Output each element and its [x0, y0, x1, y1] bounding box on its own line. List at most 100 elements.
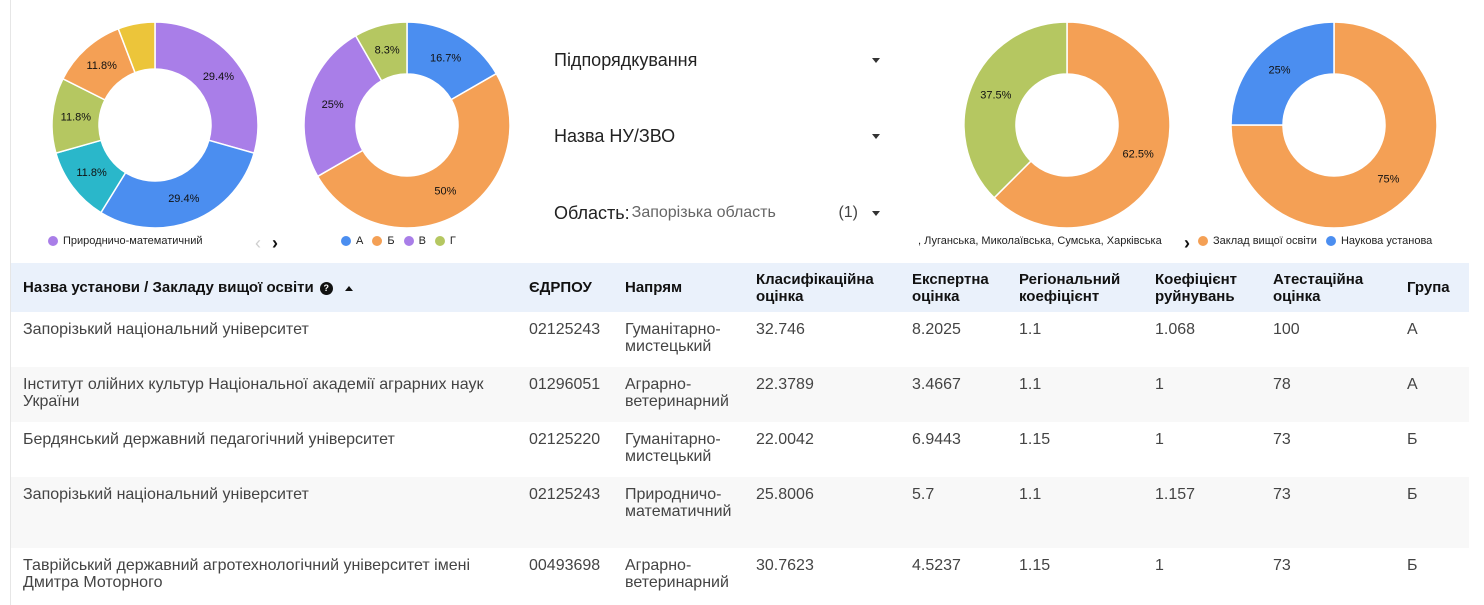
cell-destruction: 1: [1155, 431, 1164, 448]
cell-attest: 73: [1273, 431, 1291, 448]
cell-edrpou: 00493698: [529, 557, 601, 574]
legend-label: Заклад вищої освіти: [1213, 235, 1317, 247]
donut-slice-1[interactable]: [963, 21, 1068, 199]
legend-next-icon[interactable]: ›: [272, 233, 278, 253]
institution-name-filter[interactable]: Назва НУ/ЗВО: [554, 121, 884, 151]
filter-label: Назва НУ/ЗВО: [554, 125, 676, 146]
donut-slice-0[interactable]: [1230, 21, 1438, 229]
type-donut-chart[interactable]: 75% 25%: [1230, 21, 1438, 229]
donut-svg: 62.5% 37.5%: [963, 21, 1171, 229]
donut-slice-2[interactable]: [303, 34, 383, 178]
header-group[interactable]: Група: [1395, 263, 1469, 312]
cell-group: Б: [1407, 431, 1418, 448]
cell-name: Інститут олійних культур Національної ак…: [11, 367, 517, 422]
legend-label: , Луганська, Миколаївська, Сумська, Харк…: [918, 235, 1162, 247]
header-name-label: Назва установи / Закладу вищої освіти: [23, 279, 314, 296]
cell-class-score: 25.8006: [744, 477, 900, 548]
region-filter[interactable]: Область: Запорізька область (1): [554, 198, 884, 228]
table-row[interactable]: Таврійський державний агротехнологічний …: [11, 548, 1469, 603]
slice-data-label: 62.5%: [1123, 148, 1154, 160]
cell-edrpou: 02125243: [529, 321, 601, 338]
table-row[interactable]: Інститут олійних культур Національної ак…: [11, 367, 1469, 422]
subordination-filter[interactable]: Підпорядкування: [554, 45, 884, 75]
cell-expert-score: 5.7: [900, 477, 1007, 548]
legend-item-university[interactable]: Заклад вищої освіти: [1198, 235, 1317, 247]
header-expert-score[interactable]: Експертна оцінка: [900, 263, 1007, 312]
cell-regional: 1.15: [1019, 557, 1051, 574]
header-name[interactable]: Назва установи / Закладу вищої освіти?: [11, 263, 517, 312]
table-row[interactable]: Бердянський державний педагогічний уніве…: [11, 422, 1469, 477]
cell-group: А: [1395, 367, 1469, 422]
cell-group: Б: [1407, 557, 1418, 574]
header-regional-coefficient[interactable]: Регіональний коефіцієнт: [1007, 263, 1143, 312]
table-row[interactable]: Запорізький національний університет 021…: [11, 477, 1469, 548]
slice-data-label: 11.8%: [76, 167, 107, 179]
legend-label: Наукова установа: [1340, 235, 1433, 247]
legend-item-b[interactable]: Б: [372, 235, 395, 247]
cell-edrpou: 02125220: [529, 431, 601, 448]
cell-name: Запорізький національний університет: [11, 477, 517, 548]
sort-ascending-icon[interactable]: [344, 285, 353, 291]
cell-expert-score: 3.4667: [900, 367, 1007, 422]
chevron-down-icon: [872, 133, 880, 139]
slice-data-label: 29.4%: [203, 71, 234, 83]
filter-selection-count: (1): [838, 204, 858, 221]
region-donut-chart[interactable]: 62.5% 37.5%: [963, 21, 1171, 229]
cell-name: Таврійський державний агротехнологічний …: [23, 557, 471, 591]
header-destruction-coefficient[interactable]: Коефіцієнт руйнувань: [1143, 263, 1261, 312]
direction-donut-chart[interactable]: 29.4% 29.4% 11.8% 11.8% 11.8%: [51, 21, 259, 229]
legend-item-v[interactable]: В: [403, 235, 426, 247]
legend-item-research[interactable]: Наукова установа: [1325, 235, 1433, 247]
legend-item-a[interactable]: А: [341, 235, 363, 247]
table-header-row: Назва установи / Закладу вищої освіти? Є…: [11, 263, 1469, 312]
frame-divider: [10, 0, 11, 605]
region-legend: , Луганська, Миколаївська, Сумська, Харк…: [918, 235, 1162, 247]
cell-destruction: 1: [1155, 557, 1164, 574]
direction-legend: Природничо-математичний: [48, 235, 212, 247]
donut-slice-0[interactable]: [993, 21, 1171, 229]
donut-slice-1[interactable]: [316, 72, 511, 229]
cell-expert-score: 8.2025: [912, 321, 961, 338]
legend-item[interactable]: Природничо-математичний: [48, 235, 203, 247]
chevron-down-icon: [872, 57, 880, 63]
cell-direction: Гуманітарно-мистецький: [625, 431, 721, 465]
header-direction[interactable]: Напрям: [613, 263, 744, 312]
slice-data-label: 37.5%: [980, 89, 1011, 101]
donut-slice-3[interactable]: [354, 21, 408, 82]
region-legend-next-icon[interactable]: ›: [1184, 233, 1190, 253]
legend-label: Г: [449, 235, 456, 247]
slice-data-label: 29.4%: [168, 193, 199, 205]
cell-class-score: 30.7623: [756, 557, 814, 574]
legend-dot: [403, 236, 414, 246]
cell-name: Бердянський державний педагогічний уніве…: [23, 431, 395, 448]
donut-slice-1[interactable]: [1230, 21, 1335, 126]
donut-slice-5[interactable]: [117, 21, 156, 74]
type-legend: Заклад вищої освіти Наукова установа: [1198, 235, 1432, 247]
table-row[interactable]: Запорізький національний університет 021…: [11, 312, 1469, 367]
slice-data-label: 8.3%: [375, 45, 400, 57]
cell-class-score: 22.0042: [756, 431, 814, 448]
header-edrpou[interactable]: ЄДРПОУ: [517, 263, 613, 312]
slice-data-label: 16.7%: [430, 52, 461, 64]
legend-dot: [1198, 236, 1208, 246]
legend-item-g[interactable]: Г: [434, 235, 456, 247]
legend-prev-icon[interactable]: ‹: [255, 233, 261, 253]
cell-expert-score: 6.9443: [912, 431, 961, 448]
header-class-score[interactable]: Класифікаційна оцінка: [744, 263, 900, 312]
legend-label: Б: [387, 235, 395, 247]
cell-direction: Аграрно-ветеринарний: [613, 367, 744, 422]
cell-direction: Гуманітарно-мистецький: [625, 321, 721, 355]
filter-selected-value: Запорізька область: [631, 204, 776, 221]
cell-group: Б: [1395, 477, 1469, 548]
info-icon[interactable]: ?: [319, 281, 333, 295]
header-attestation-score[interactable]: Атестаційна оцінка: [1261, 263, 1395, 312]
legend-label: В: [418, 235, 426, 247]
cell-destruction: 1.157: [1143, 477, 1261, 548]
cell-direction: Природничо-математичний: [613, 477, 744, 548]
donut-slice-1[interactable]: [99, 139, 256, 229]
cell-attest: 73: [1273, 557, 1291, 574]
donut-slice-0[interactable]: [154, 21, 259, 155]
cell-class-score: 22.3789: [744, 367, 900, 422]
group-donut-chart[interactable]: 16.7% 50% 25% 8.3%: [303, 21, 511, 229]
donut-svg: 29.4% 29.4% 11.8% 11.8% 11.8%: [51, 21, 259, 229]
